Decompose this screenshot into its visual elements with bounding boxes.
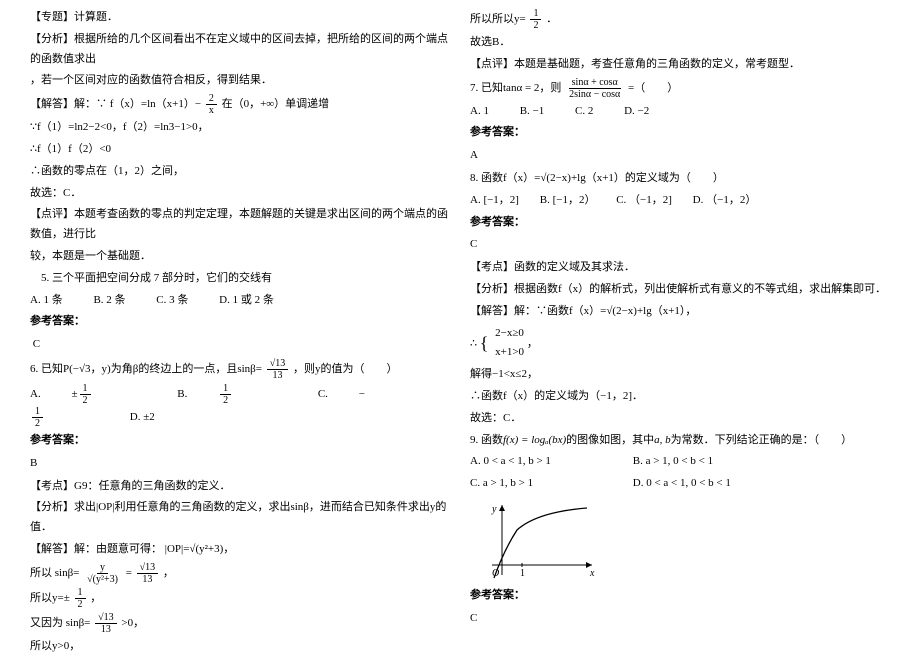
pick-b: 故选B．	[470, 33, 890, 53]
solution-zero: ∴函数的零点在（1，2）之间，	[30, 162, 450, 182]
question-9-choices-row1: A. 0 < a < 1, b > 1 B. a > 1, 0 < b < 1	[470, 452, 890, 472]
question-5-answer: C	[30, 335, 450, 355]
fenxi-6: 【分析】求出|OP|利用任意角的三角函数的定义，求出sinβ，进而结合已知条件求…	[30, 498, 450, 538]
analysis-text-1: 【分析】根据所给的几个区间看出不在定义域中的区间去掉，把所给的区间的两个端点的函…	[30, 30, 450, 70]
so-line-3: 所以y>0，	[30, 637, 450, 657]
question-6-choices: A. ±12 B. 12 C. −12 D. ±2	[30, 383, 450, 429]
question-8-choices: A. [−1，2] B. [−1，2） C. （−1，2] D. （−1，2）	[470, 191, 890, 211]
kaodian-8: 【考点】函数的定义域及其求法．	[470, 258, 890, 278]
solution-line-fn: 【解答】解：∵ f（x）=ln（x+1）− 2x 在（0，+∞）单调递增	[30, 93, 450, 116]
question-6-answer: B	[30, 454, 450, 474]
question-7-answer: A	[470, 146, 890, 166]
question-8-answer: C	[470, 235, 890, 255]
fenxi-8: 【分析】根据函数f（x）的解析式，列出使解析式有意义的不等式组，求出解集即可．	[470, 280, 890, 300]
solution-pick: 故选：C．	[30, 184, 450, 204]
question-9-choices-row2: C. a > 1, b > 1 D. 0 < a < 1, 0 < b < 1	[470, 474, 890, 494]
question-7: 7. 已知tanα = 2，则 sinα + cosα2sinα − cosα …	[470, 77, 890, 100]
because-line: 又因为 sinβ= √1313 >0，	[30, 612, 450, 635]
log-graph: O 1 x y	[482, 500, 602, 580]
answer-label-7: 参考答案：	[470, 123, 890, 143]
domain-result: ∴函数f（x）的定义域为（−1，2]．	[470, 387, 890, 407]
topic-label: 【专题】计算题．	[30, 8, 450, 28]
question-9-answer: C	[470, 609, 890, 629]
solution-inequality-1: ∵f（1）=ln2−2<0，f（2）=ln3−1>0，	[30, 118, 450, 138]
svg-text:y: y	[491, 504, 497, 515]
so-line-1: 所以 sinβ= y√(y²+3) = √1313 ，	[30, 562, 450, 585]
question-7-choices: A. 1 B. −1 C. 2 D. −2	[470, 102, 890, 122]
question-8: 8. 函数f（x）=√(2−x)+lg（x+1）的定义域为（ ）	[470, 169, 890, 189]
kaodian-6: 【考点】G9：任意角的三角函数的定义．	[30, 477, 450, 497]
pick-c: 故选：C．	[470, 409, 890, 429]
system-eq: ∴ { 2−x≥0 x+1>0 ，	[470, 324, 890, 364]
svg-text:O: O	[492, 568, 499, 579]
question-5: 5. 三个平面把空间分成 7 部分时，它们的交线有	[30, 269, 450, 289]
answer-label: 参考答案：	[30, 312, 450, 332]
svg-text:1: 1	[520, 568, 525, 579]
answer-label-6: 参考答案：	[30, 431, 450, 451]
comment-r: 【点评】本题是基础题，考查任意角的三角函数的定义，常考题型．	[470, 55, 890, 75]
question-5-choices: A. 1 条 B. 2 条 C. 3 条 D. 1 或 2 条	[30, 291, 450, 311]
so-final: 所以所以y= 12 ．	[470, 8, 890, 31]
comment-2: 较，本题是一个基础题．	[30, 247, 450, 267]
svg-text:x: x	[589, 568, 595, 579]
solve-result: 解得−1<x≤2，	[470, 365, 890, 385]
jieda-6: 【解答】解：由题意可得： |OP|=√(y²+3)，	[30, 540, 450, 560]
answer-label-8: 参考答案：	[470, 213, 890, 233]
question-6: 6. 已知P(−√3，y)为角β的终边上的一点，且sinβ= √1313 ，则y…	[30, 358, 450, 381]
answer-label-9: 参考答案：	[470, 586, 890, 606]
jieda-8: 【解答】解：∵函数f（x）=√(2−x)+lg（x+1），	[470, 302, 890, 322]
question-9: 9. 函数f(x) = logₐ(bx)的图像如图，其中a, b为常数．下列结论…	[470, 431, 890, 451]
so-line-2: 所以y=± 12 ，	[30, 587, 450, 610]
analysis-text-2: ，若一个区间对应的函数值符合相反，得到结果．	[30, 71, 450, 91]
solution-inequality-2: ∴f（1）f（2）<0	[30, 140, 450, 160]
comment-1: 【点评】本题考查函数的零点的判定定理，本题解题的关键是求出区间的两个端点的函数值…	[30, 205, 450, 245]
